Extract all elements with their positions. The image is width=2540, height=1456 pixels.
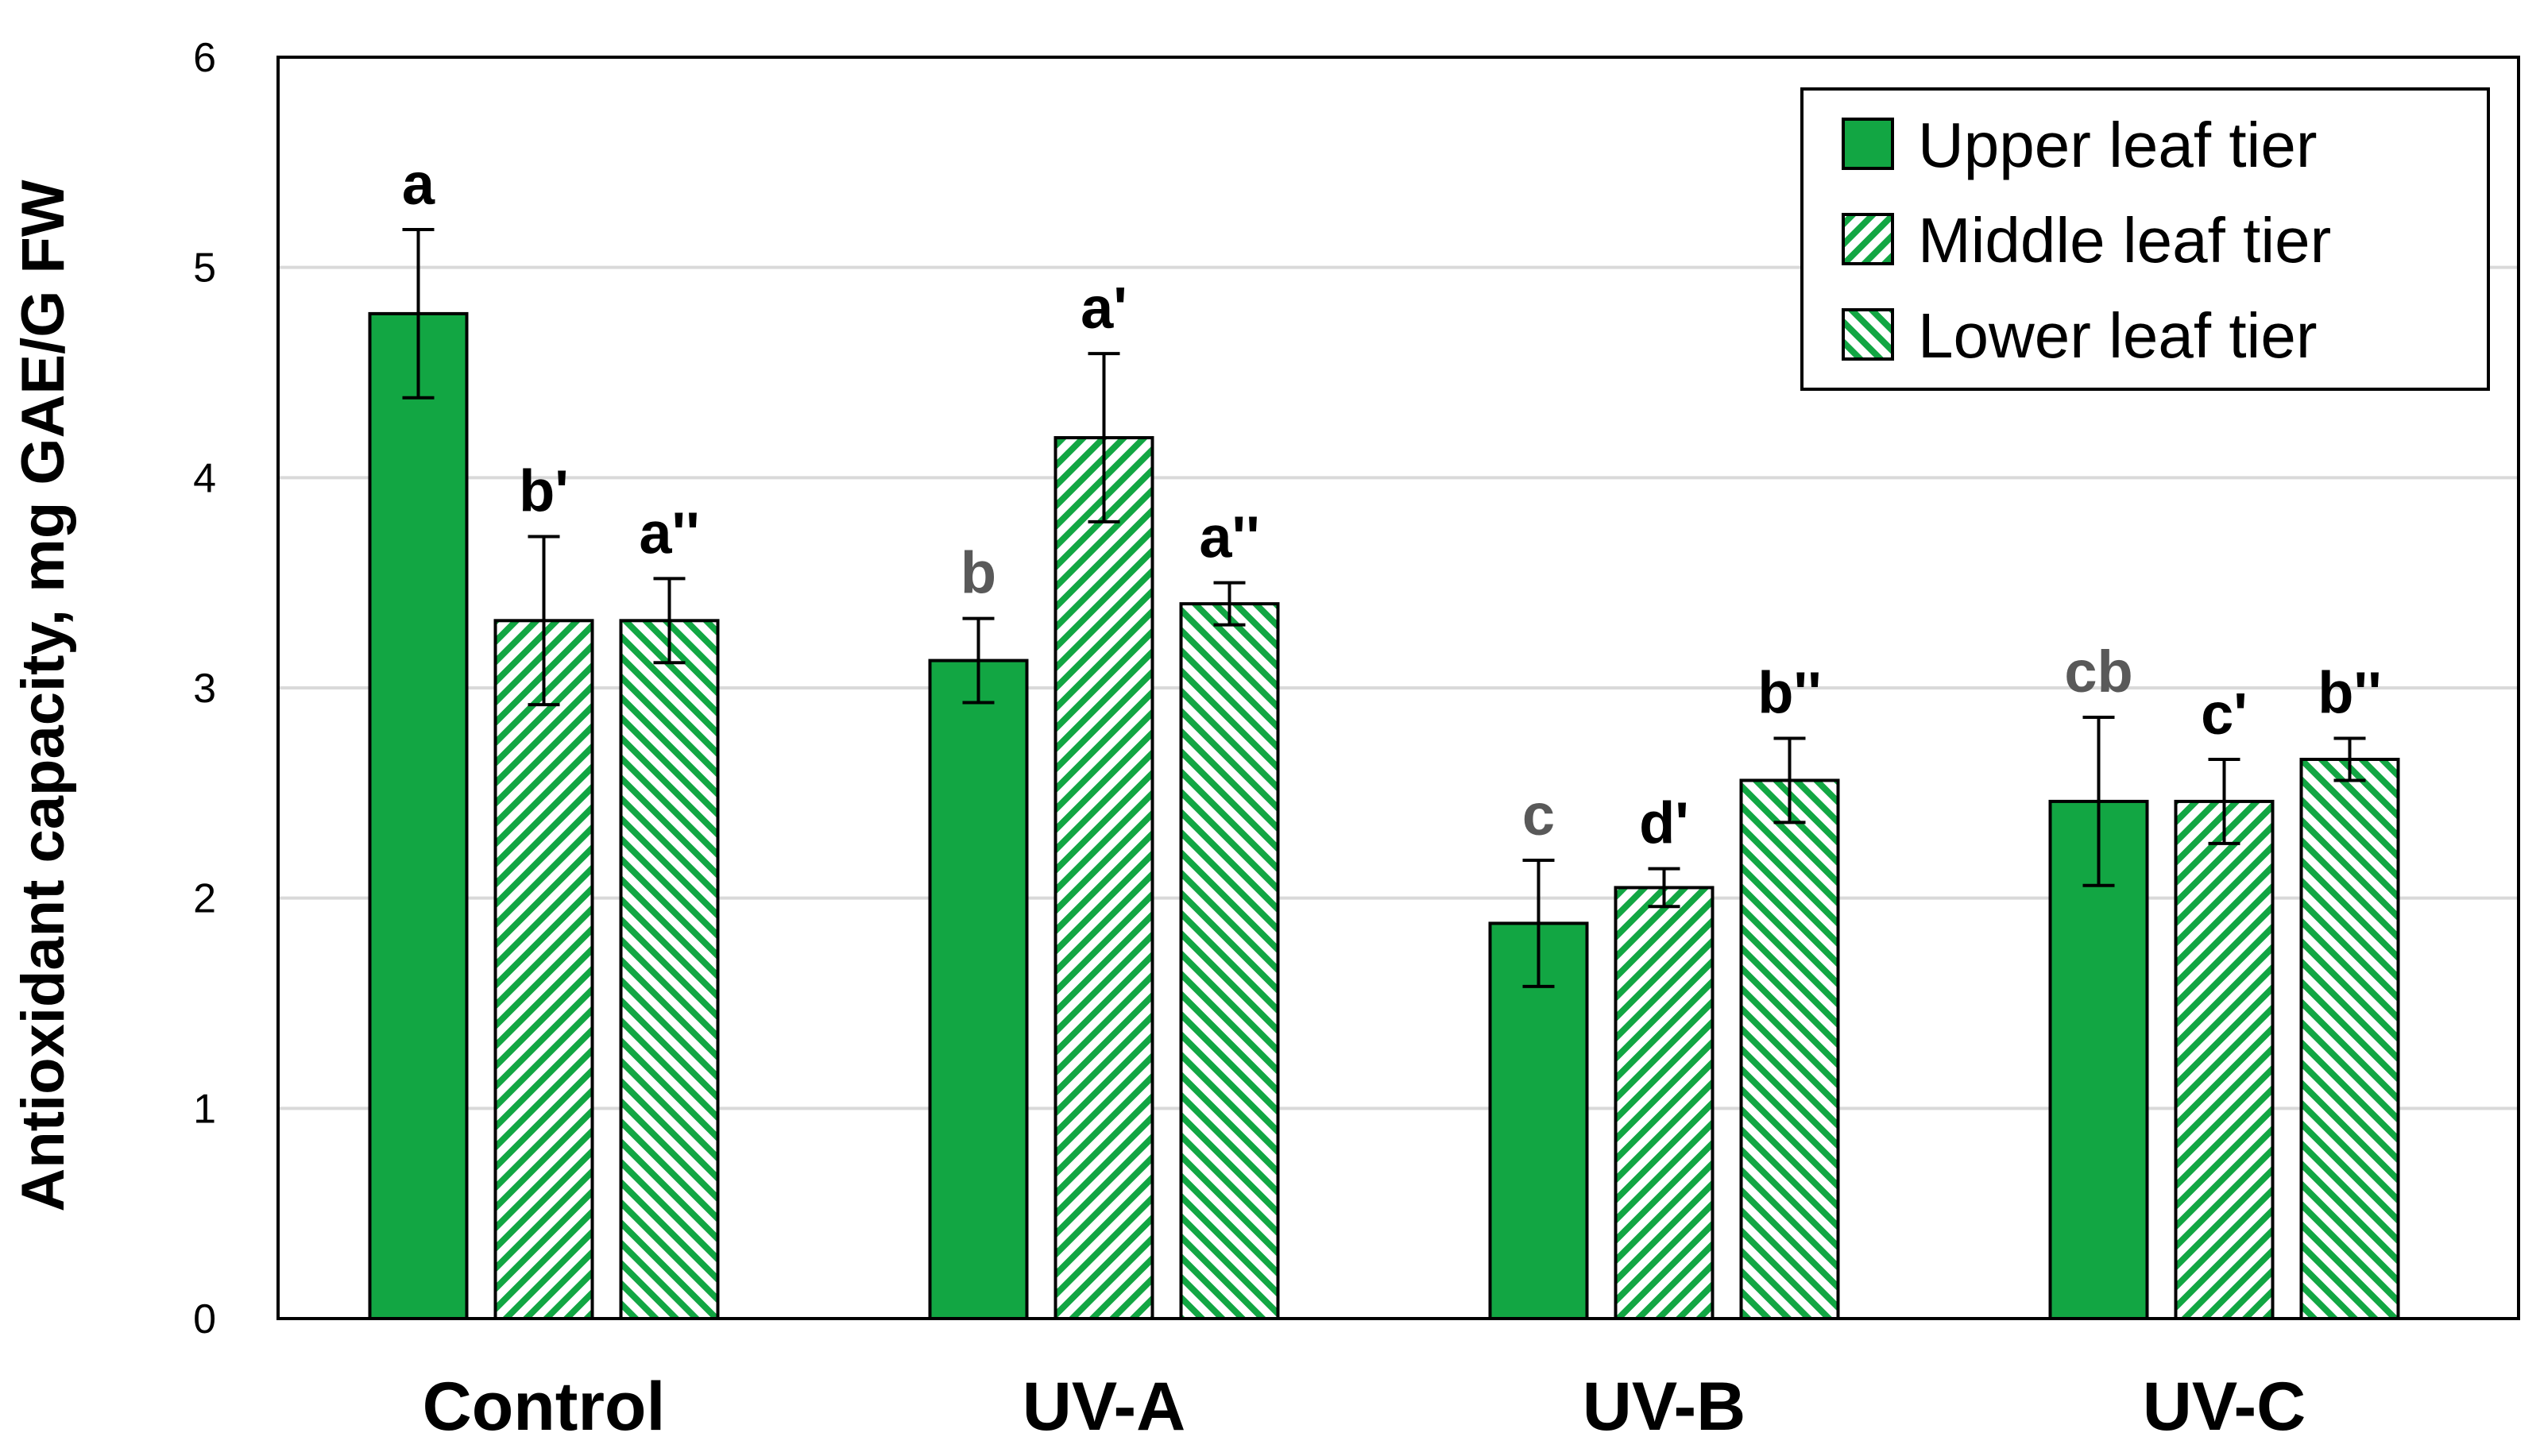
error-bar-control-1 [402, 228, 435, 400]
category-label-uv-c: UV-C [2143, 1369, 2306, 1445]
legend-swatch-middle [1842, 213, 1894, 265]
bar-uv-b-1 [1488, 921, 1589, 1320]
bar-uv-c-2 [2174, 799, 2275, 1320]
legend-swatch-lower [1842, 308, 1894, 361]
error-bar-uv-a-2 [1088, 352, 1120, 523]
legend-swatch-upper [1842, 118, 1894, 170]
legend-label-upper: Upper leaf tier [1918, 110, 2317, 180]
error-bar-uv-c-2 [2208, 757, 2240, 845]
category-label-uv-a: UV-A [1023, 1369, 1185, 1445]
legend-box [1800, 87, 2490, 391]
legend-label-lower: Lower leaf tier [1918, 300, 2317, 371]
y-tick-label-4: 4 [193, 455, 216, 501]
y-tick-label-3: 3 [193, 666, 216, 712]
y-tick-label-6: 6 [193, 35, 216, 81]
y-axis-title: Antioxidant capacity, mg GAE/G FW [10, 180, 77, 1211]
error-bar-uv-b-3 [1773, 736, 1806, 825]
legend: Upper leaf tier Middle leaf tier Lower l… [1800, 87, 2490, 391]
y-tick-label-0: 0 [193, 1296, 216, 1342]
significance-label: c [1522, 782, 1555, 848]
significance-label: d' [1639, 790, 1689, 856]
error-bar-control-3 [653, 577, 686, 665]
significance-label: b'' [2318, 660, 2381, 726]
x-axis-categories: Control UV-A UV-B UV-C [423, 1369, 2306, 1445]
error-bar-control-2 [528, 535, 560, 707]
bar-uv-c-3 [2299, 757, 2400, 1320]
bar-uv-b-3 [1739, 778, 1840, 1320]
bar-control-2 [493, 619, 594, 1320]
significance-label: cb [2064, 639, 2132, 705]
significance-label: b' [519, 458, 569, 523]
bar-uv-a-1 [928, 658, 1029, 1320]
category-label-control: Control [423, 1369, 666, 1445]
error-bar-uv-a-3 [1213, 581, 1246, 627]
error-bar-uv-b-1 [1522, 859, 1555, 988]
significance-label: a' [1081, 275, 1127, 341]
legend-label-middle: Middle leaf tier [1918, 205, 2331, 276]
category-label-uv-b: UV-B [1583, 1369, 1746, 1445]
significance-label: b [961, 540, 996, 606]
significance-label: c' [2201, 681, 2248, 747]
plot-frame [276, 56, 2520, 1320]
bar-uv-b-2 [1614, 886, 1715, 1320]
y-tick-label-2: 2 [193, 876, 216, 922]
bar-control-3 [619, 619, 720, 1320]
significance-labels: a b' a'' b a' a'' c d' b'' cb c' b'' [402, 151, 2382, 856]
y-axis-ticks: 0 1 2 3 4 5 6 [193, 35, 216, 1342]
significance-label: a [402, 151, 435, 217]
error-bar-uv-b-2 [1648, 867, 1680, 909]
bar-uv-a-3 [1179, 602, 1280, 1320]
bar-uv-a-2 [1054, 436, 1154, 1321]
significance-label: a'' [1199, 504, 1259, 570]
bar-control-1 [368, 311, 469, 1321]
error-bar-uv-c-1 [2082, 716, 2115, 887]
error-bars [402, 228, 2366, 988]
significance-label: b'' [1757, 660, 1821, 726]
y-tick-label-5: 5 [193, 245, 216, 292]
error-bar-uv-c-3 [2333, 736, 2366, 782]
bars [368, 311, 2400, 1321]
error-bar-uv-a-1 [962, 616, 995, 705]
significance-label: a'' [639, 500, 699, 566]
y-tick-label-1: 1 [193, 1086, 216, 1132]
